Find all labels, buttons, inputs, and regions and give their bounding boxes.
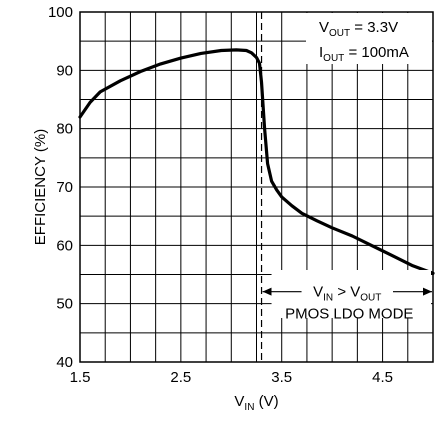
grid-lines xyxy=(80,12,433,362)
y-tick-label: 70 xyxy=(56,179,73,196)
y-tick-label: 50 xyxy=(56,296,73,313)
y-axis-label: EFFICIENCY (%) xyxy=(32,129,49,245)
x-tick-labels: 1.5 2.5 3.5 4.5 xyxy=(70,369,393,386)
plot-frame xyxy=(79,11,434,363)
x-axis-label: VIN (V) xyxy=(234,393,278,413)
y-tick-label: 40 xyxy=(56,354,73,371)
x-tick-label: 1.5 xyxy=(70,369,91,386)
mode-annotation-box xyxy=(271,270,431,318)
vout-annotation: VOUT = 3.3V xyxy=(319,19,398,39)
x-tick-label: 2.5 xyxy=(170,369,191,386)
mode-label: PMOS LDO MODE xyxy=(285,306,413,323)
y-tick-label: 80 xyxy=(56,121,73,138)
iout-annotation: IOUT = 100mA xyxy=(319,44,409,64)
y-tick-label: 90 xyxy=(56,62,73,79)
mode-condition-label: VIN > VOUT xyxy=(313,284,381,304)
y-tick-labels: 40 50 60 70 80 90 100 xyxy=(48,4,73,371)
conditions-box xyxy=(306,13,432,64)
efficiency-curve xyxy=(78,48,435,275)
x-tick-label: 4.5 xyxy=(372,369,393,386)
y-tick-label: 100 xyxy=(48,4,73,21)
x-tick-label: 3.5 xyxy=(271,369,292,386)
y-tick-label: 60 xyxy=(56,237,73,254)
